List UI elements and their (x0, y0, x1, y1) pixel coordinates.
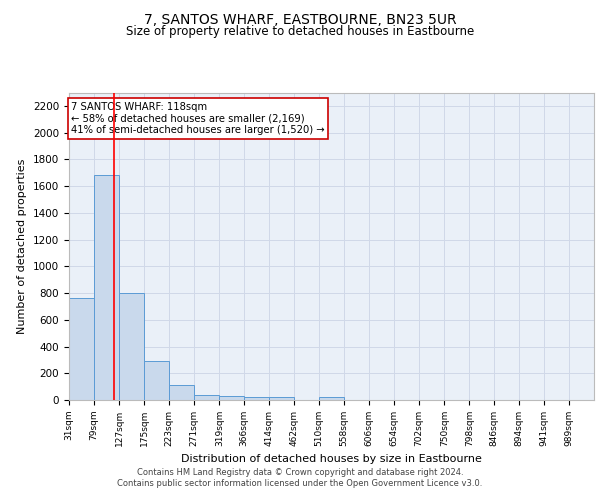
Bar (119, 293, 144, 400)
Bar (169, 386, 194, 400)
Bar (69, 298, 94, 400)
Bar (194, 394, 219, 400)
Text: 7 SANTOS WHARF: 118sqm
← 58% of detached houses are smaller (2,169)
41% of semi-: 7 SANTOS WHARF: 118sqm ← 58% of detached… (71, 102, 325, 135)
Text: Size of property relative to detached houses in Eastbourne: Size of property relative to detached ho… (126, 25, 474, 38)
Bar (244, 396, 269, 400)
Bar (94, 176, 119, 400)
Bar (144, 360, 169, 400)
Bar (269, 398, 294, 400)
Text: Contains HM Land Registry data © Crown copyright and database right 2024.
Contai: Contains HM Land Registry data © Crown c… (118, 468, 482, 487)
Text: 7, SANTOS WHARF, EASTBOURNE, BN23 5UR: 7, SANTOS WHARF, EASTBOURNE, BN23 5UR (143, 12, 457, 26)
X-axis label: Distribution of detached houses by size in Eastbourne: Distribution of detached houses by size … (181, 454, 482, 464)
Y-axis label: Number of detached properties: Number of detached properties (17, 158, 28, 334)
Bar (219, 396, 244, 400)
Bar (319, 398, 344, 400)
